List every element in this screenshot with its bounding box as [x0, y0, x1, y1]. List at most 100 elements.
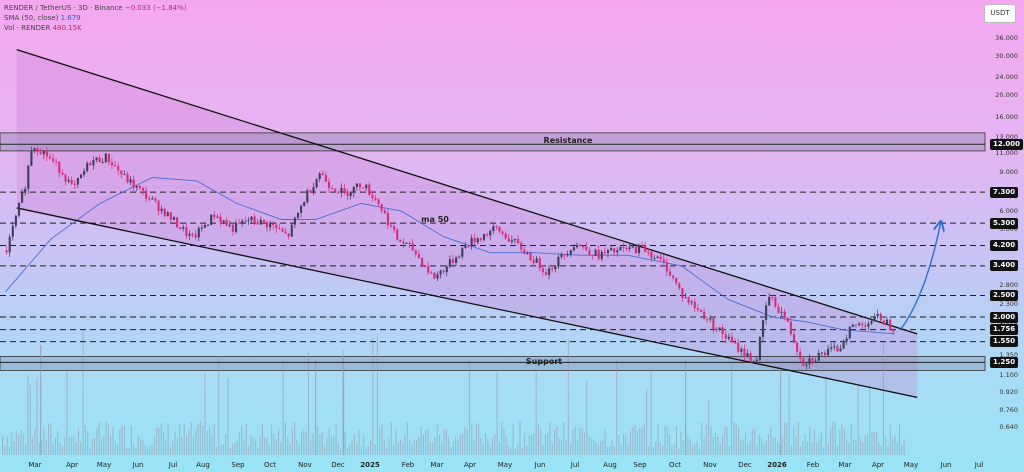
volume-bar — [537, 424, 539, 455]
candle-body — [461, 248, 464, 257]
volume-bar — [623, 434, 625, 455]
candle-body — [89, 163, 92, 166]
volume-bar — [153, 437, 155, 455]
candle-body — [33, 148, 36, 152]
candle-body — [194, 234, 197, 238]
candle-body — [814, 360, 817, 362]
volume-bar — [434, 436, 436, 455]
volume-bar — [45, 439, 47, 455]
volume-bar — [519, 421, 521, 455]
candle-body — [644, 245, 647, 252]
volume-bar — [855, 439, 857, 455]
volume-bar — [558, 438, 560, 455]
candle-body — [665, 262, 668, 272]
volume-bar — [294, 421, 296, 455]
volume-bar — [616, 361, 618, 455]
volume-bar — [873, 432, 875, 455]
volume-bar — [365, 448, 367, 455]
candle-body — [269, 223, 272, 228]
volume-bar — [25, 444, 27, 455]
candle-body — [61, 173, 64, 175]
volume-bar — [839, 430, 841, 455]
projection-arrow[interactable] — [899, 223, 941, 331]
volume-legend-label[interactable]: Vol · RENDER — [4, 24, 51, 32]
candle-body — [30, 151, 33, 166]
candle-body — [613, 248, 616, 253]
volume-bar — [445, 428, 447, 455]
x-tick-label: Jun — [940, 461, 952, 469]
volume-bar — [151, 445, 153, 455]
volume-bar — [620, 444, 622, 455]
volume-bar — [843, 428, 845, 455]
price-tag-2.500: 2.500 — [990, 290, 1019, 302]
candle-body — [436, 274, 439, 279]
candle-body — [619, 246, 622, 251]
volume-bar — [788, 375, 790, 455]
volume-bar — [130, 425, 132, 455]
candle-body — [823, 352, 827, 356]
candle-body — [544, 272, 548, 275]
volume-bar — [455, 436, 457, 455]
volume-bar — [485, 432, 487, 455]
volume-bar — [804, 433, 806, 455]
candle-body — [163, 208, 166, 217]
candle-body — [575, 244, 579, 248]
candle-body — [684, 297, 687, 299]
candle-body — [327, 181, 331, 188]
candle-body — [591, 254, 594, 256]
sma-legend-label[interactable]: SMA (50, close) — [4, 14, 59, 22]
candle-body — [653, 258, 656, 260]
volume-bar — [261, 423, 263, 455]
volume-bar — [94, 437, 96, 455]
volume-bar — [259, 436, 261, 455]
candle-body — [278, 228, 281, 230]
volume-bar — [238, 432, 240, 455]
volume-bar — [291, 428, 293, 455]
volume-bar — [528, 435, 530, 455]
volume-bar — [232, 443, 234, 455]
candle-body — [606, 250, 610, 253]
candle-body — [529, 252, 532, 260]
volume-bar — [328, 427, 330, 455]
volume-bar — [876, 431, 878, 455]
volume-bar — [22, 433, 24, 455]
candle-body — [55, 161, 58, 163]
volume-bar — [315, 360, 317, 455]
volume-bar — [524, 433, 526, 455]
candle-body — [721, 327, 724, 335]
candle-body — [458, 256, 461, 258]
volume-bar — [218, 356, 220, 455]
volume-bar — [158, 428, 160, 455]
candle-body — [272, 223, 275, 225]
volume-bar — [167, 424, 169, 455]
candle-body — [265, 221, 269, 228]
candle-body — [129, 179, 132, 183]
volume-bar — [215, 447, 217, 455]
volume-bar — [542, 445, 544, 455]
candle-body — [687, 297, 690, 303]
volume-bar — [82, 329, 84, 455]
x-tick-label: Nov — [298, 461, 312, 469]
y-tick-label: 9.000 — [999, 167, 1018, 176]
candle-body — [622, 246, 625, 248]
volume-bar — [34, 430, 36, 455]
chart-legend: RENDER / TetherUS · 3D · Binance −0.033 … — [4, 3, 187, 33]
currency-button[interactable]: USDT — [984, 4, 1016, 23]
volume-bar — [781, 437, 783, 455]
volume-bar — [662, 445, 664, 455]
channel-upper-line[interactable] — [16, 49, 918, 335]
volume-bar — [869, 385, 871, 455]
volume-bar — [358, 430, 360, 455]
volume-bar — [574, 426, 576, 455]
channel-lower-line[interactable] — [16, 207, 918, 398]
volume-bar — [712, 437, 714, 455]
candle-body — [696, 308, 699, 310]
volume-bar — [593, 438, 595, 455]
volume-bar — [376, 334, 378, 455]
symbol-title[interactable]: RENDER / TetherUS · 3D · Binance — [4, 4, 123, 12]
volume-bar — [770, 427, 772, 455]
volume-bar — [271, 425, 273, 455]
volume-bar — [521, 448, 523, 455]
